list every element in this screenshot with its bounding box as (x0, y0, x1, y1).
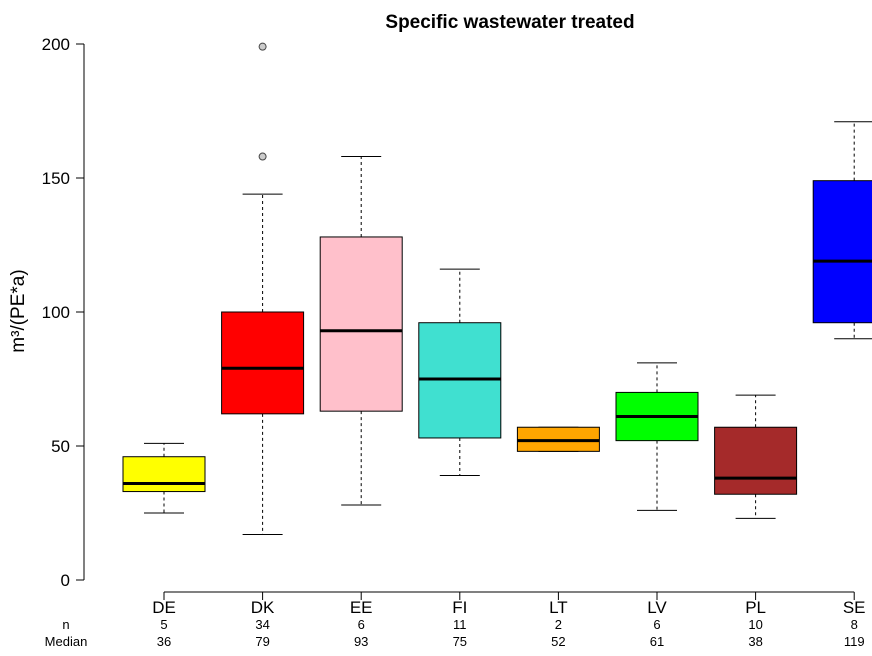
n-value: 8 (851, 617, 858, 632)
y-axis-label: m³/(PE*a) (8, 269, 29, 352)
median-value: 75 (453, 634, 467, 649)
median-value: 93 (354, 634, 368, 649)
x-tick-label: LT (549, 598, 568, 617)
n-value: 5 (160, 617, 167, 632)
x-tick-label: DK (251, 598, 275, 617)
n-row-label: n (62, 617, 69, 632)
y-tick-label: 0 (61, 571, 70, 590)
n-value: 6 (358, 617, 365, 632)
n-value: 11 (453, 617, 467, 632)
median-value: 52 (551, 634, 565, 649)
median-value: 38 (748, 634, 762, 649)
y-tick-label: 150 (42, 169, 70, 188)
box-se (812, 180, 872, 324)
chart-title: Specific wastewater treated (385, 12, 634, 33)
n-value: 2 (555, 617, 562, 632)
n-value: 10 (748, 617, 762, 632)
n-value: 6 (653, 617, 660, 632)
y-tick-label: 50 (51, 437, 70, 456)
x-tick-label: FI (452, 598, 467, 617)
n-value: 34 (255, 617, 269, 632)
box-de (122, 456, 206, 493)
y-tick-label: 200 (42, 35, 70, 54)
median-row-label: Median (45, 634, 88, 649)
x-tick-label: SE (843, 598, 866, 617)
outlier-point (258, 152, 267, 161)
median-value: 119 (844, 634, 865, 649)
x-tick-label: EE (350, 598, 373, 617)
box-dk (221, 311, 305, 415)
box-pl (714, 426, 798, 495)
outlier-point (258, 42, 267, 51)
median-value: 79 (255, 634, 269, 649)
x-tick-label: DE (152, 598, 176, 617)
box-ee (319, 236, 403, 412)
x-tick-label: LV (647, 598, 667, 617)
median-value: 36 (157, 634, 171, 649)
x-tick-label: PL (745, 598, 766, 617)
median-value: 61 (650, 634, 664, 649)
y-tick-label: 100 (42, 303, 70, 322)
